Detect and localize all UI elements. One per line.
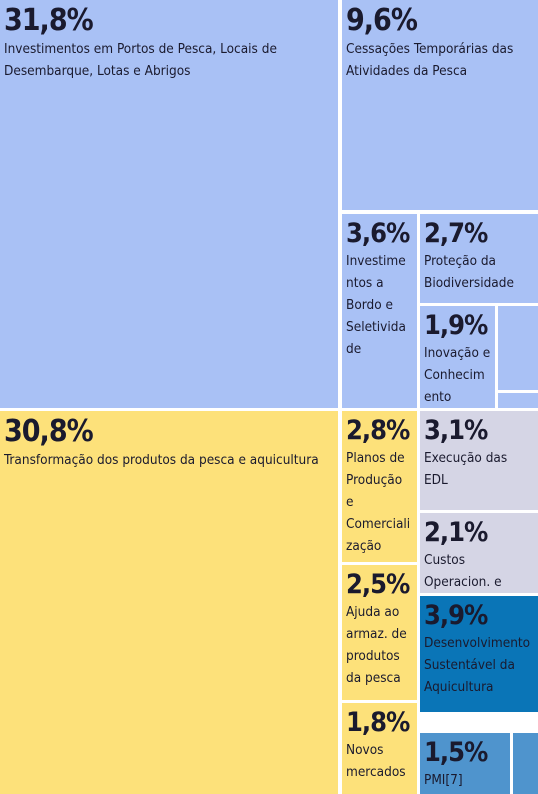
tile-label: Planos de Produção e Comercialização	[346, 450, 411, 554]
small-tile	[498, 393, 538, 408]
value-label: 2,5%	[346, 569, 410, 600]
value-label: 1,5%	[424, 737, 488, 768]
small-tile	[498, 306, 538, 390]
tile-label: Desenvolvimento Sustentável da Aquicultu…	[424, 635, 531, 695]
tile-label: Proteção da Biodiversidade	[424, 253, 514, 291]
value-label: 3,6%	[346, 218, 410, 249]
tile: 31,8% Investimentos em Portos de Pesca, L…	[0, 0, 338, 408]
tile-label: Ajuda ao armaz. de produtos da pesca	[346, 604, 407, 686]
tile: 3,1% Execução das EDL	[420, 411, 538, 510]
value-label: 2,8%	[346, 415, 410, 446]
tile: 30,8% Transformação dos produtos da pesca…	[0, 411, 338, 794]
tile: 1,8% Novos mercados	[342, 703, 417, 794]
tile: 3,6% Investimentos a Bordo e Seletividade	[342, 214, 417, 408]
tile-label: Investimentos em Portos de Pesca, Locais…	[4, 41, 277, 79]
tile: 1,5% PMI[7]	[420, 733, 510, 794]
value-label: 1,9%	[424, 310, 488, 341]
tile-label: Cessações Temporárias das Atividades da …	[346, 41, 514, 79]
tile-label: Inovação e Conhecimento	[424, 345, 491, 405]
tile-label: Custos Operacion. e Animação	[424, 552, 502, 590]
tile: 3,9% Desenvolvimento Sustentável da Aquic…	[420, 596, 538, 712]
value-label: 2,1%	[424, 517, 488, 548]
value-label: 1,8%	[346, 707, 410, 738]
tile-label: Transformação dos produtos da pesca e aq…	[4, 452, 319, 468]
tile-label: PMI[7]	[424, 772, 463, 788]
tile-label: Investimentos a Bordo e Seletividade	[346, 253, 406, 357]
value-label: 2,7%	[424, 218, 488, 249]
small-tile	[513, 733, 538, 794]
value-label: 3,1%	[424, 415, 488, 446]
tile-label: Execução das EDL	[424, 450, 508, 488]
value-label: 3,9%	[424, 600, 488, 631]
tile: 1,9% Inovação e Conhecimento	[420, 306, 495, 408]
value-label: 30,8%	[4, 414, 94, 449]
tile: 9,6% Cessações Temporárias das Atividades…	[342, 0, 538, 210]
tile-label: Novos mercados	[346, 742, 406, 780]
value-label: 9,6%	[346, 3, 418, 38]
tile: 2,1% Custos Operacion. e Animação	[420, 513, 538, 593]
value-label: 31,8%	[4, 3, 94, 38]
tile: 2,8% Planos de Produção e Comercialização	[342, 411, 417, 562]
tile: 2,7% Proteção da Biodiversidade	[420, 214, 538, 303]
tile: 2,5% Ajuda ao armaz. de produtos da pesca	[342, 565, 417, 700]
